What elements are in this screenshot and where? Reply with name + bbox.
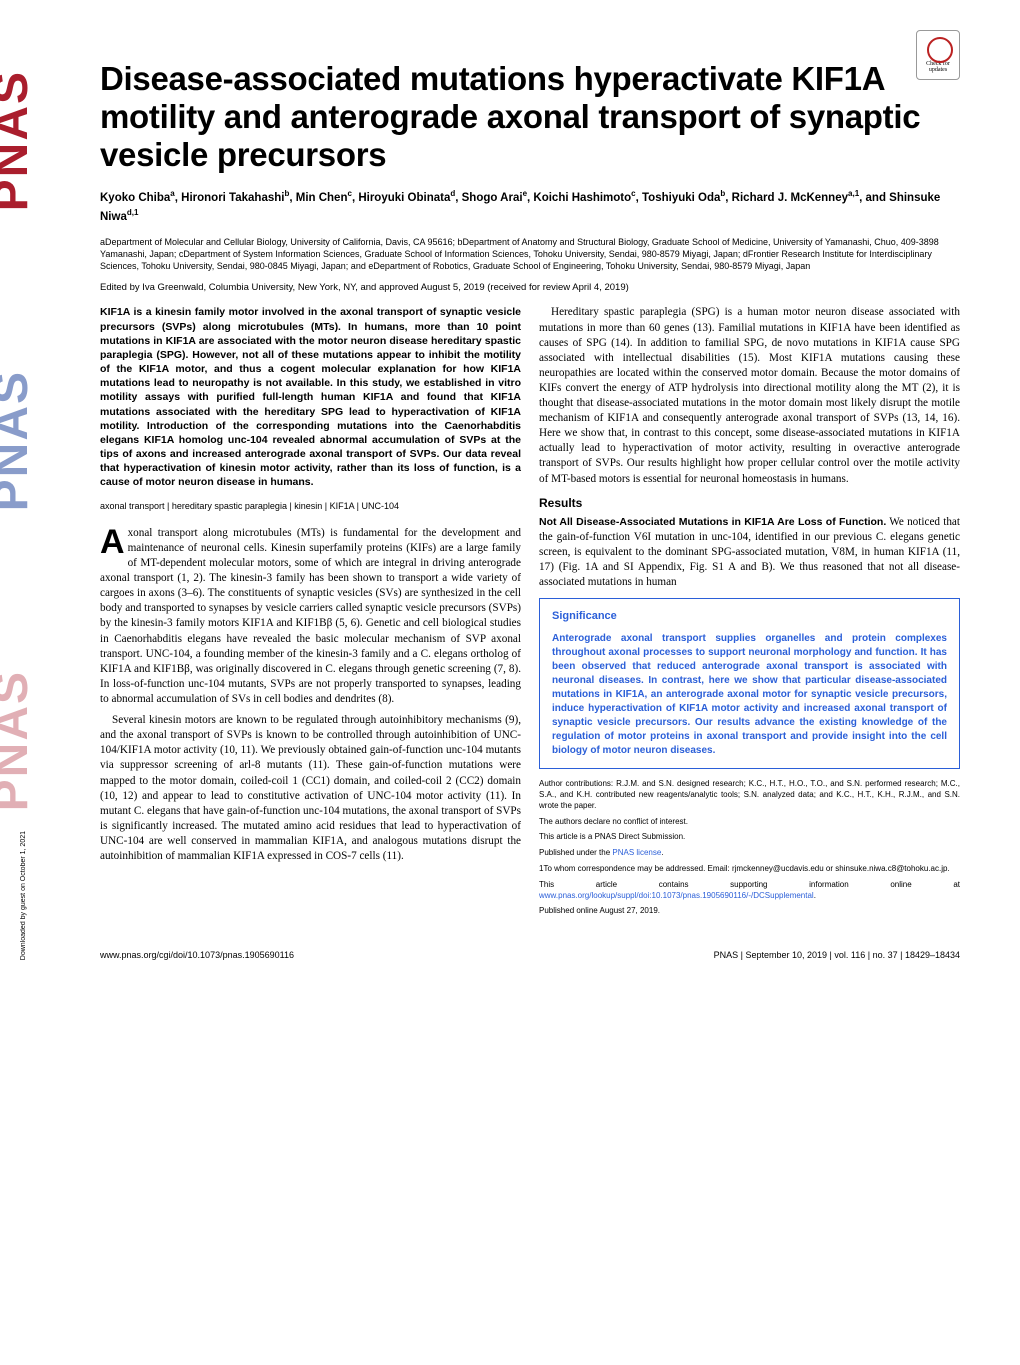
footnote-supplemental: This article contains supporting informa… bbox=[539, 880, 960, 902]
results-paragraph: Not All Disease-Associated Mutations in … bbox=[539, 515, 960, 591]
right-paragraph-1: Hereditary spastic paraplegia (SPG) is a… bbox=[539, 305, 960, 486]
svg-text:PNAS: PNAS bbox=[0, 670, 38, 811]
affiliations: aDepartment of Molecular and Cellular Bi… bbox=[100, 236, 960, 272]
edited-by-line: Edited by Iva Greenwald, Columbia Univer… bbox=[100, 282, 960, 293]
footnote-published: Published online August 27, 2019. bbox=[539, 906, 960, 917]
footnote-conflict: The authors declare no conflict of inter… bbox=[539, 817, 960, 828]
footer-doi: www.pnas.org/cgi/doi/10.1073/pnas.190569… bbox=[100, 950, 294, 960]
svg-text:PNAS: PNAS bbox=[0, 370, 38, 511]
pnas-logo-sidebar: PNAS PNAS PNAS bbox=[0, 50, 55, 990]
footnote-contributions: Author contributions: R.J.M. and S.N. de… bbox=[539, 779, 960, 811]
intro-paragraph-1: Axonal transport along microtubules (MTs… bbox=[100, 526, 521, 707]
supplemental-link[interactable]: www.pnas.org/lookup/suppl/doi:10.1073/pn… bbox=[539, 891, 814, 900]
author-list: Kyoko Chibaa, Hironori Takahashib, Min C… bbox=[100, 188, 960, 226]
intro-p1-text: xonal transport along microtubules (MTs)… bbox=[100, 527, 521, 705]
footnote-license: Published under the PNAS license. bbox=[539, 848, 960, 859]
page-container: PNAS PNAS PNAS Check for updates CELL BI… bbox=[0, 0, 1020, 990]
abstract: KIF1A is a kinesin family motor involved… bbox=[100, 305, 521, 489]
download-note: Downloaded by guest on October 1, 2021 bbox=[20, 831, 27, 960]
footnote-correspondence: 1To whom correspondence may be addressed… bbox=[539, 864, 960, 875]
results-heading: Results bbox=[539, 495, 960, 511]
check-updates-badge[interactable]: Check for updates bbox=[916, 30, 960, 80]
right-column: Hereditary spastic paraplegia (SPG) is a… bbox=[539, 305, 960, 922]
left-column: KIF1A is a kinesin family motor involved… bbox=[100, 305, 521, 922]
page-footer: www.pnas.org/cgi/doi/10.1073/pnas.190569… bbox=[100, 942, 960, 960]
intro-paragraph-2: Several kinesin motors are known to be r… bbox=[100, 713, 521, 864]
footer-citation: PNAS | September 10, 2019 | vol. 116 | n… bbox=[714, 950, 960, 960]
dropcap: A bbox=[100, 526, 128, 557]
significance-title: Significance bbox=[552, 609, 947, 624]
two-column-layout: KIF1A is a kinesin family motor involved… bbox=[100, 305, 960, 922]
significance-text: Anterograde axonal transport supplies or… bbox=[552, 632, 947, 758]
keywords: axonal transport | hereditary spastic pa… bbox=[100, 500, 521, 512]
article-title: Disease-associated mutations hyperactiva… bbox=[100, 60, 960, 174]
results-subheading: Not All Disease-Associated Mutations in … bbox=[539, 516, 886, 528]
license-link[interactable]: PNAS license bbox=[612, 848, 661, 857]
significance-box: Significance Anterograde axonal transpor… bbox=[539, 598, 960, 769]
footnote-submission: This article is a PNAS Direct Submission… bbox=[539, 832, 960, 843]
svg-text:PNAS: PNAS bbox=[0, 70, 38, 211]
footnotes: Author contributions: R.J.M. and S.N. de… bbox=[539, 779, 960, 917]
check-updates-label: Check for updates bbox=[926, 61, 950, 73]
